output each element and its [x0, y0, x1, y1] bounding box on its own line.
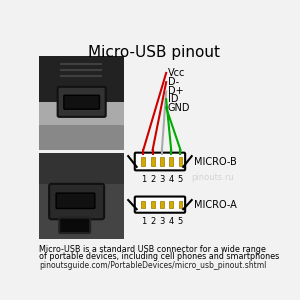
Text: ID: ID	[168, 94, 178, 104]
Bar	[141, 157, 145, 166]
Text: 2: 2	[150, 217, 155, 226]
FancyBboxPatch shape	[59, 218, 90, 233]
Text: of portable devices, including cell phones and smartphones: of portable devices, including cell phon…	[39, 252, 279, 261]
Bar	[160, 201, 164, 208]
Bar	[178, 201, 182, 208]
Bar	[39, 56, 124, 150]
FancyBboxPatch shape	[64, 95, 100, 109]
Text: 5: 5	[178, 175, 183, 184]
Text: D+: D+	[168, 86, 183, 96]
FancyBboxPatch shape	[56, 193, 95, 208]
FancyBboxPatch shape	[49, 184, 104, 219]
Bar	[39, 153, 124, 184]
Bar	[151, 201, 154, 208]
Bar	[39, 56, 124, 102]
FancyBboxPatch shape	[135, 153, 185, 170]
Bar	[160, 157, 164, 166]
Text: GND: GND	[168, 103, 190, 112]
Text: MICRO-B: MICRO-B	[194, 157, 237, 166]
Text: 1: 1	[141, 217, 146, 226]
Bar	[141, 201, 145, 208]
Text: 1: 1	[141, 175, 146, 184]
Text: 3: 3	[159, 217, 165, 226]
Text: 5: 5	[178, 217, 183, 226]
FancyBboxPatch shape	[135, 196, 185, 213]
Text: 4: 4	[169, 217, 174, 226]
Bar	[178, 157, 182, 166]
Bar	[151, 157, 154, 166]
FancyBboxPatch shape	[58, 87, 106, 117]
Bar	[39, 153, 124, 239]
Bar	[169, 201, 173, 208]
Text: MICRO-A: MICRO-A	[194, 200, 237, 210]
Text: Vcc: Vcc	[168, 68, 185, 78]
Text: pinoutsguide.com/PortableDevices/micro_usb_pinout.shtml: pinoutsguide.com/PortableDevices/micro_u…	[39, 261, 266, 270]
Text: 4: 4	[169, 175, 174, 184]
Bar	[169, 157, 173, 166]
Text: D-: D-	[168, 77, 179, 87]
Text: Micro-USB is a standard USB connector for a wide range: Micro-USB is a standard USB connector fo…	[39, 245, 266, 254]
Bar	[39, 125, 124, 150]
Text: pinouts.ru: pinouts.ru	[191, 173, 234, 182]
Text: Micro-USB pinout: Micro-USB pinout	[88, 45, 220, 60]
Text: 3: 3	[159, 175, 165, 184]
Text: 2: 2	[150, 175, 155, 184]
Bar	[39, 102, 124, 125]
